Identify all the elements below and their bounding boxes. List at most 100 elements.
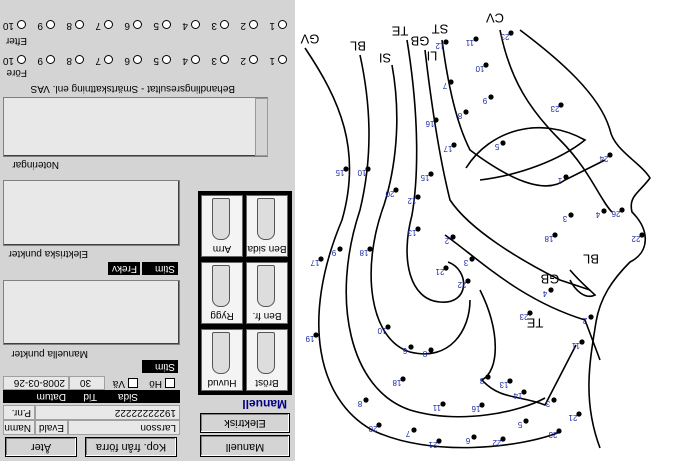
time: 30 [69, 376, 105, 390]
checkbox[interactable] [128, 378, 138, 388]
radio[interactable] [249, 20, 258, 29]
meridian-label: GB [411, 34, 430, 49]
point-label: 21 [568, 413, 577, 422]
acupoint [601, 208, 607, 214]
point-label: 17 [443, 144, 452, 153]
point-label: 10 [475, 64, 484, 73]
radio-label: 4 [182, 20, 188, 31]
body-part-button[interactable]: Ben fr. [246, 262, 288, 324]
radio[interactable] [191, 55, 200, 64]
radio[interactable] [104, 20, 113, 29]
back-button[interactable]: Åter [5, 437, 77, 457]
notes-box[interactable] [3, 97, 268, 157]
body-part-figure [212, 198, 230, 240]
body-part-button[interactable]: Bröst [246, 329, 288, 391]
radio-label: 6 [124, 20, 130, 31]
body-part-button[interactable]: Rygg [201, 262, 243, 324]
radio[interactable] [278, 55, 287, 64]
face-outline [519, 29, 651, 449]
radio[interactable] [220, 20, 229, 29]
acupoint [508, 30, 514, 36]
point-label: 18 [359, 248, 368, 257]
body-part-label: Bröst [255, 377, 279, 388]
acupoint [463, 109, 469, 115]
side-left: Vä [112, 378, 125, 389]
meridian-line [499, 29, 613, 213]
checkbox[interactable] [165, 378, 175, 388]
radio-label: 2 [240, 55, 246, 66]
radio-label: 2 [240, 20, 246, 31]
point-label: 23 [548, 430, 557, 439]
acupoint [433, 117, 439, 123]
body-part-button[interactable]: Ben sida [246, 195, 288, 257]
radio[interactable] [278, 20, 287, 29]
point-label: 14 [513, 391, 522, 400]
meridian-line [479, 289, 577, 407]
point-label: 22 [457, 280, 466, 289]
radio[interactable] [17, 55, 26, 64]
point-label: 11 [571, 341, 580, 350]
body-part-label: Ben fr. [252, 310, 282, 321]
radio[interactable] [75, 55, 84, 64]
point-label: 8 [479, 376, 484, 385]
meridian-line [406, 39, 465, 303]
acupoint [523, 418, 529, 424]
acupoint [415, 194, 421, 200]
body-part-label: Rygg [210, 310, 234, 321]
meridian-label: ST [432, 22, 449, 37]
acupoint [551, 397, 557, 403]
body-part-button[interactable]: Arm [201, 195, 243, 257]
body-part-label: Arm [212, 243, 232, 254]
radio[interactable] [133, 55, 142, 64]
body-part-button[interactable]: Huvud [201, 329, 243, 391]
radio[interactable] [191, 20, 200, 29]
point-label: 15 [420, 173, 429, 182]
manual-tab[interactable]: Manuell [200, 435, 290, 457]
acupoint [385, 324, 391, 330]
radio[interactable] [46, 20, 55, 29]
acupoint [473, 36, 479, 42]
scrollbar[interactable] [255, 98, 268, 156]
column-header: Sida [117, 391, 138, 402]
radio-label: 3 [211, 20, 217, 31]
copy-button[interactable]: Kop. från förra [85, 437, 177, 457]
name-label: Namn [3, 420, 35, 435]
body-part-figure [212, 332, 230, 374]
radio[interactable] [220, 55, 229, 64]
radio[interactable] [249, 55, 258, 64]
point-label: 3 [562, 214, 567, 223]
acupoint [558, 102, 564, 108]
radio[interactable] [17, 20, 26, 29]
acupoint [488, 94, 494, 100]
point-label: 13 [499, 380, 508, 389]
radio[interactable] [46, 55, 55, 64]
column-header: Stim [142, 262, 178, 275]
radio[interactable] [133, 20, 142, 29]
manual-list[interactable] [3, 280, 180, 345]
acupoint [588, 314, 594, 320]
radio[interactable] [75, 20, 84, 29]
electric-tab[interactable]: Elektrisk [200, 413, 290, 433]
radio-label: 6 [124, 55, 130, 66]
acupoint [556, 428, 562, 434]
radio[interactable] [104, 55, 113, 64]
meridian-label: SI [379, 51, 391, 66]
body-part-figure [257, 332, 275, 374]
manual-label: Manuella punkter [11, 348, 88, 359]
point-label: 3 [545, 399, 550, 408]
radio[interactable] [162, 55, 171, 64]
notes-label: Noteringar [12, 159, 59, 170]
acupoint [639, 232, 645, 238]
meridian-line [370, 64, 471, 355]
date: 2008-03-26 [3, 376, 69, 390]
electric-list[interactable] [3, 180, 180, 246]
radio[interactable] [162, 20, 171, 29]
point-label: 16 [471, 404, 480, 413]
acupoint [619, 207, 625, 213]
point-label: 12 [435, 41, 444, 50]
acupoint [448, 79, 454, 85]
point-label: 10 [377, 326, 386, 335]
radio-label: 8 [66, 20, 72, 31]
point-label: 10 [357, 168, 366, 177]
acupoint [579, 339, 585, 345]
